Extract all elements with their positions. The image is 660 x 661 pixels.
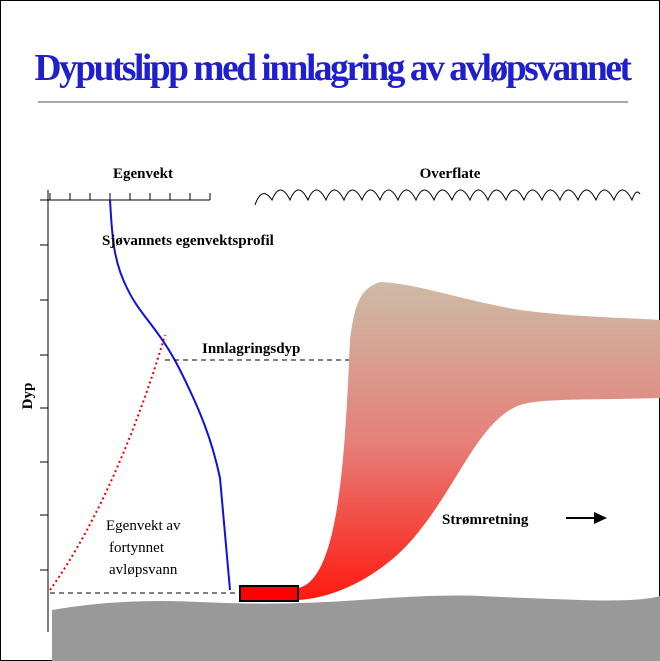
title: Dyputslipp med innlagring av avløpsvanne… (35, 47, 633, 89)
current-arrowhead (594, 512, 607, 524)
trapping-depth-label: Innlagringsdyp (202, 341, 300, 357)
density-profile (109, 199, 231, 591)
axes (40, 190, 211, 632)
diluted-density-curve (49, 334, 166, 591)
density-axis-label: Egenvekt (113, 166, 173, 182)
surface-label: Overflate (420, 166, 481, 182)
seabed (52, 595, 660, 661)
outlet-pipe (239, 585, 299, 602)
surface-waves (254, 189, 641, 206)
depth-axis-label: Dyp (20, 383, 36, 410)
diluted-label: avløpsvann (109, 562, 178, 578)
plume (298, 282, 660, 600)
diluted-label: Egenvekt av (106, 518, 181, 534)
diluted-label: fortynnet (109, 540, 165, 556)
current-label: Strømretning (442, 512, 529, 528)
profile-label: Sjøvannets egenvektsprofil (102, 233, 274, 249)
